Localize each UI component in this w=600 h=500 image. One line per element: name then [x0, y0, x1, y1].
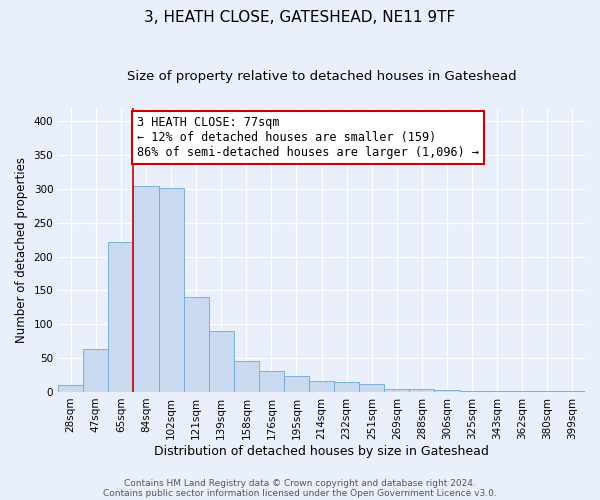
Bar	[133, 186, 158, 392]
Bar	[385, 390, 409, 392]
Bar	[234, 361, 259, 392]
Bar	[334, 382, 359, 392]
Text: 3 HEATH CLOSE: 77sqm
← 12% of detached houses are smaller (159)
86% of semi-deta: 3 HEATH CLOSE: 77sqm ← 12% of detached h…	[137, 116, 479, 159]
Bar	[309, 381, 334, 392]
Bar	[284, 376, 309, 392]
Bar	[359, 384, 385, 392]
Bar	[560, 390, 585, 392]
Bar	[209, 331, 234, 392]
Y-axis label: Number of detached properties: Number of detached properties	[15, 157, 28, 343]
Text: Contains HM Land Registry data © Crown copyright and database right 2024.: Contains HM Land Registry data © Crown c…	[124, 478, 476, 488]
Bar	[184, 297, 209, 392]
Title: Size of property relative to detached houses in Gateshead: Size of property relative to detached ho…	[127, 70, 517, 83]
Bar	[158, 188, 184, 392]
Bar	[460, 390, 485, 392]
Bar	[259, 371, 284, 392]
Text: Contains public sector information licensed under the Open Government Licence v3: Contains public sector information licen…	[103, 488, 497, 498]
Bar	[83, 350, 109, 392]
Bar	[485, 390, 510, 392]
Bar	[58, 385, 83, 392]
Bar	[109, 242, 133, 392]
Bar	[510, 390, 535, 392]
Text: 3, HEATH CLOSE, GATESHEAD, NE11 9TF: 3, HEATH CLOSE, GATESHEAD, NE11 9TF	[145, 10, 455, 25]
X-axis label: Distribution of detached houses by size in Gateshead: Distribution of detached houses by size …	[154, 444, 489, 458]
Bar	[434, 390, 460, 392]
Bar	[409, 390, 434, 392]
Bar	[535, 390, 560, 392]
